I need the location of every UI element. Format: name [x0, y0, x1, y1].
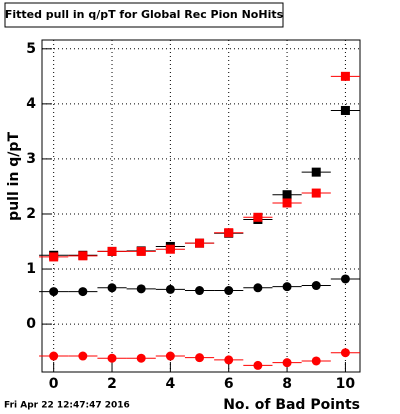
y-tick-label: 5 — [26, 41, 36, 57]
x-axis-label: No. of Bad Points — [223, 397, 360, 413]
marker — [195, 353, 205, 363]
y-tick-label: 1 — [26, 261, 36, 277]
marker — [107, 353, 117, 363]
marker — [282, 282, 292, 292]
marker — [340, 105, 350, 115]
x-tick-label: 2 — [107, 376, 117, 392]
marker — [49, 351, 59, 361]
marker — [311, 281, 321, 291]
y-tick-label: 2 — [26, 206, 36, 222]
marker — [78, 251, 88, 261]
marker — [136, 353, 146, 363]
marker — [49, 252, 59, 262]
x-tick-label: 8 — [282, 376, 292, 392]
plot-frame — [41, 39, 361, 373]
marker — [224, 286, 234, 296]
marker — [107, 246, 117, 256]
y-tick-label: 3 — [26, 151, 36, 167]
x-tick-label: 4 — [165, 376, 175, 392]
marker — [311, 188, 321, 198]
marker — [78, 287, 88, 297]
marker — [136, 284, 146, 294]
marker — [282, 190, 292, 200]
marker — [282, 358, 292, 368]
marker — [224, 228, 234, 238]
marker — [165, 284, 175, 294]
y-tick-label: 4 — [26, 96, 36, 112]
y-tick-label: 0 — [26, 316, 36, 332]
marker — [253, 212, 263, 222]
x-tick-label: 6 — [224, 376, 234, 392]
x-tick-label: 10 — [336, 376, 356, 392]
marker — [195, 238, 205, 248]
marker — [78, 351, 88, 361]
marker — [282, 198, 292, 208]
marker — [49, 287, 59, 297]
marker — [165, 244, 175, 254]
x-tick-label: 0 — [49, 376, 59, 392]
marker — [340, 71, 350, 81]
marker — [224, 355, 234, 365]
y-axis-label: pull in q/pT — [6, 132, 22, 221]
marker — [253, 283, 263, 293]
marker — [107, 283, 117, 293]
marker — [195, 286, 205, 296]
marker — [340, 348, 350, 358]
chart-title: Fitted pull in q/pT for Global Rec Pion … — [5, 8, 284, 21]
marker — [165, 351, 175, 361]
marker — [311, 356, 321, 366]
marker — [253, 360, 263, 370]
marker — [311, 167, 321, 177]
title-box — [4, 2, 284, 28]
timestamp: Fri Apr 22 12:47:47 2016 — [4, 401, 130, 411]
marker — [340, 274, 350, 284]
marker — [136, 246, 146, 256]
